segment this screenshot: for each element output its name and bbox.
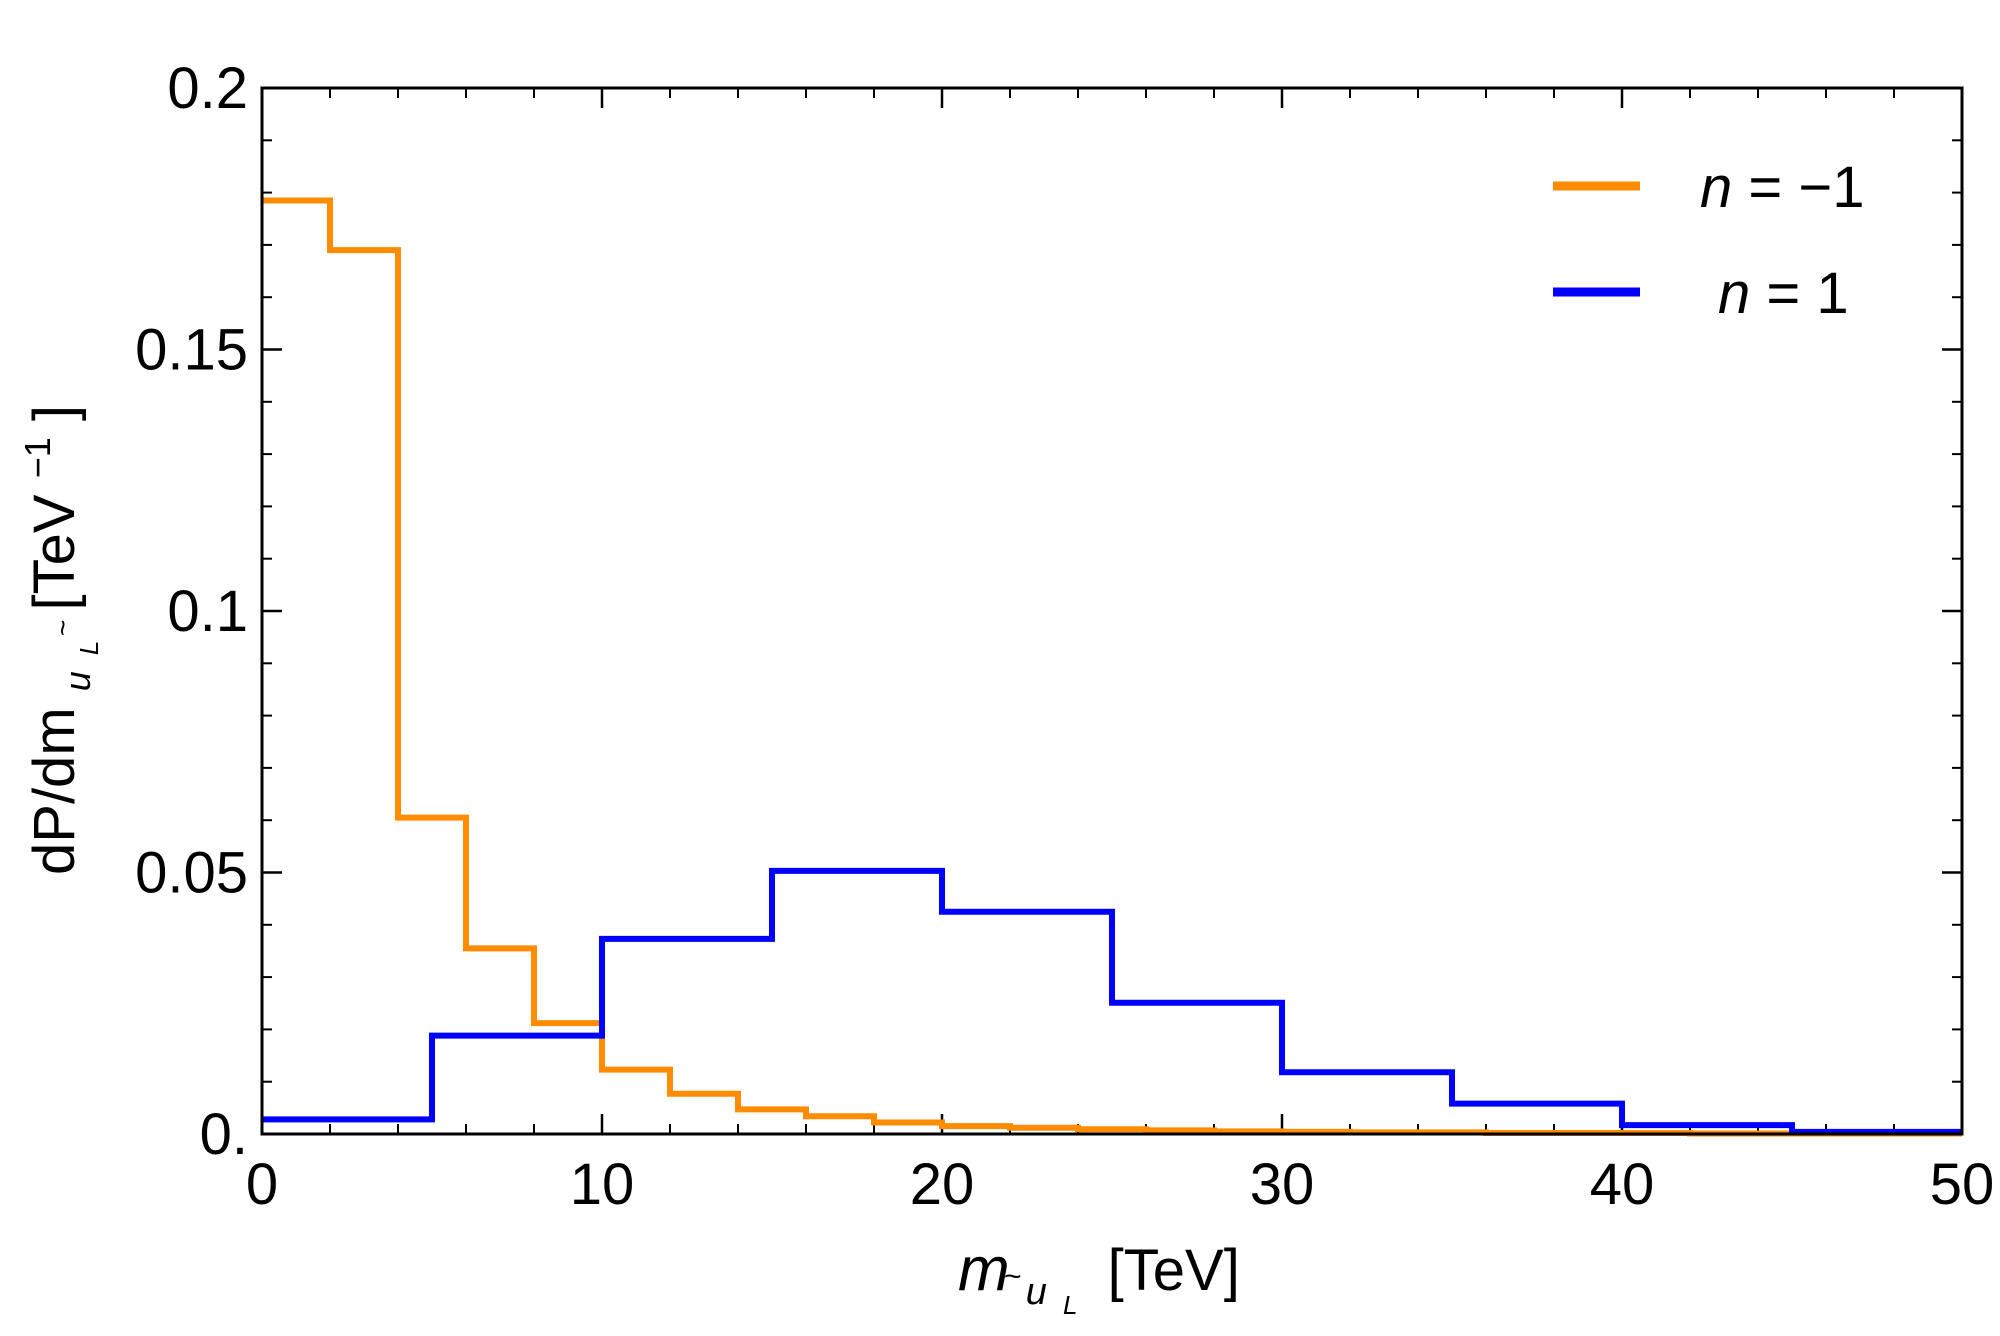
x-tick-labels: 0 10 20 30 40 50	[246, 1152, 1994, 1217]
legend-label-series-1: n = −1	[1700, 155, 1865, 220]
x-axis-title-sub-L: L	[1063, 1290, 1077, 1320]
y-axis-title-tilde: ~	[47, 620, 78, 636]
y-axis-title-unit-exp: −1	[17, 437, 58, 478]
y-axis-title-sub-L: L	[74, 641, 104, 655]
x-axis-title-unit: [TeV]	[1108, 1238, 1240, 1303]
x-axis-title-sub-u: u	[1026, 1271, 1047, 1313]
y-tick-label: 0.2	[167, 56, 248, 121]
y-tick-label: 0.05	[135, 841, 248, 906]
x-tick-label: 50	[1930, 1152, 1995, 1217]
svg-text:dP/dm u L [T: dP/dm u L [TeV −1 ]	[0, 405, 111, 875]
minor-ticks	[262, 88, 1962, 1134]
series-layer	[262, 197, 1962, 1137]
y-axis-title: dP/dm u L [TeV −1 ] ~	[0, 405, 111, 875]
x-tick-label: 20	[910, 1152, 975, 1217]
x-axis-title-tilde: ~	[1004, 1260, 1022, 1293]
y-axis-title-main: dP/dm	[22, 707, 87, 875]
plot-frame	[260, 86, 1964, 1136]
y-axis-title-sub-u: u	[57, 671, 98, 691]
y-tick-label: 0.15	[135, 318, 248, 383]
y-tick-label: 0.1	[167, 579, 248, 644]
legend: n = −1 n = 1	[1553, 155, 1865, 326]
y-axis-title-unit-open: [TeV	[22, 494, 87, 610]
x-tick-label: 30	[1250, 1152, 1315, 1217]
y-tick-label: 0.	[200, 1102, 248, 1167]
legend-label-series-2: n = 1	[1718, 261, 1849, 326]
x-tick-label: 10	[570, 1152, 635, 1217]
x-axis-title: m u L [TeV]	[958, 1235, 1240, 1327]
series-2-step-line	[262, 867, 1962, 1135]
x-tick-label: 0	[246, 1152, 278, 1217]
x-tick-label: 40	[1590, 1152, 1655, 1217]
x-axis-title-main: m	[958, 1235, 1010, 1304]
y-axis-title-unit-close: ]	[22, 405, 87, 421]
y-tick-labels: 0. 0.05 0.1 0.15 0.2	[135, 56, 248, 1167]
